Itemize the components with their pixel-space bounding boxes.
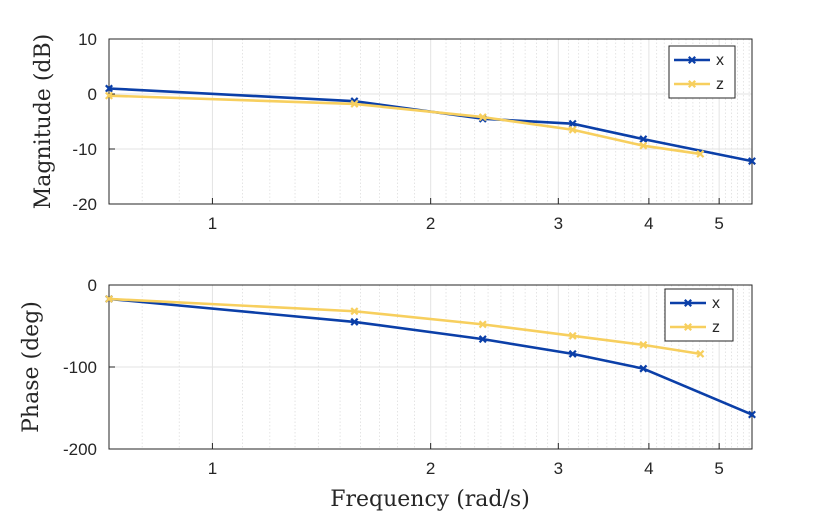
magnitude-y-axis-title: Magnitude (dB): [31, 34, 56, 209]
legend-label: x: [712, 295, 720, 312]
data-point-x: [568, 349, 577, 358]
y-tick-label: -200: [63, 440, 97, 459]
x-tick-label: 5: [714, 214, 723, 233]
x-tick-label: 3: [554, 214, 563, 233]
data-point-z: [350, 307, 359, 316]
data-point-z: [478, 320, 487, 329]
legend-box: [664, 288, 734, 342]
data-point-x: [568, 119, 577, 128]
data-point-z: [639, 340, 648, 349]
y-tick-label: 0: [88, 276, 97, 295]
x-tick-label: 3: [554, 459, 563, 478]
data-point-z: [350, 99, 359, 108]
data-point-z: [568, 331, 577, 340]
data-point-z: [478, 113, 487, 122]
phase-y-axis-title: Phase (deg): [19, 301, 44, 433]
data-point-z: [639, 141, 648, 150]
data-point-x: [639, 135, 648, 144]
legend-label: z: [712, 319, 720, 336]
phase-panel: 1 2 3 4 5 0 -100 -200 Phase (deg) xz: [19, 276, 756, 478]
data-point-x: [350, 317, 359, 326]
x-tick-label: 1: [208, 214, 217, 233]
series-line-x: [108, 87, 753, 163]
data-point-x: [748, 157, 756, 166]
x-tick-label: 1: [208, 459, 217, 478]
data-point-z: [568, 125, 577, 134]
y-tick-label: -100: [63, 358, 97, 377]
x-tick-label: 4: [644, 459, 653, 478]
data-point-z: [105, 91, 113, 100]
x-tick-label: 2: [426, 214, 435, 233]
series-line-x: [108, 297, 753, 416]
data-point-x: [639, 364, 648, 373]
x-axis-title: Frequency (rad/s): [330, 487, 530, 512]
series-line-z: [108, 297, 701, 356]
magnitude-legend: xz: [668, 45, 736, 99]
x-tick-label: 2: [426, 459, 435, 478]
y-tick-label: 10: [78, 30, 97, 49]
y-tick-label: 0: [88, 85, 97, 104]
data-point-z: [696, 149, 705, 158]
magnitude-panel: 1 2 3 4 5 10 0 -10 -20 Magnitude (dB) xz: [31, 30, 756, 233]
data-point-x: [105, 84, 113, 93]
y-tick-label: -10: [72, 140, 97, 159]
data-point-z: [105, 294, 113, 303]
phase-legend: xz: [664, 288, 734, 342]
legend-label: z: [716, 76, 724, 93]
x-tick-label: 4: [644, 214, 653, 233]
data-point-x: [478, 335, 487, 344]
legend-label: x: [716, 52, 724, 69]
legend-box: [668, 45, 736, 99]
legend-item-x: x: [670, 295, 720, 312]
legend-item-z: z: [670, 319, 720, 336]
data-point-z: [696, 349, 705, 358]
y-tick-label: -20: [72, 195, 97, 214]
series-line-z: [108, 94, 701, 156]
legend-item-x: x: [674, 52, 724, 69]
data-point-x: [748, 410, 756, 419]
x-tick-label: 5: [714, 459, 723, 478]
legend-item-z: z: [674, 76, 724, 93]
